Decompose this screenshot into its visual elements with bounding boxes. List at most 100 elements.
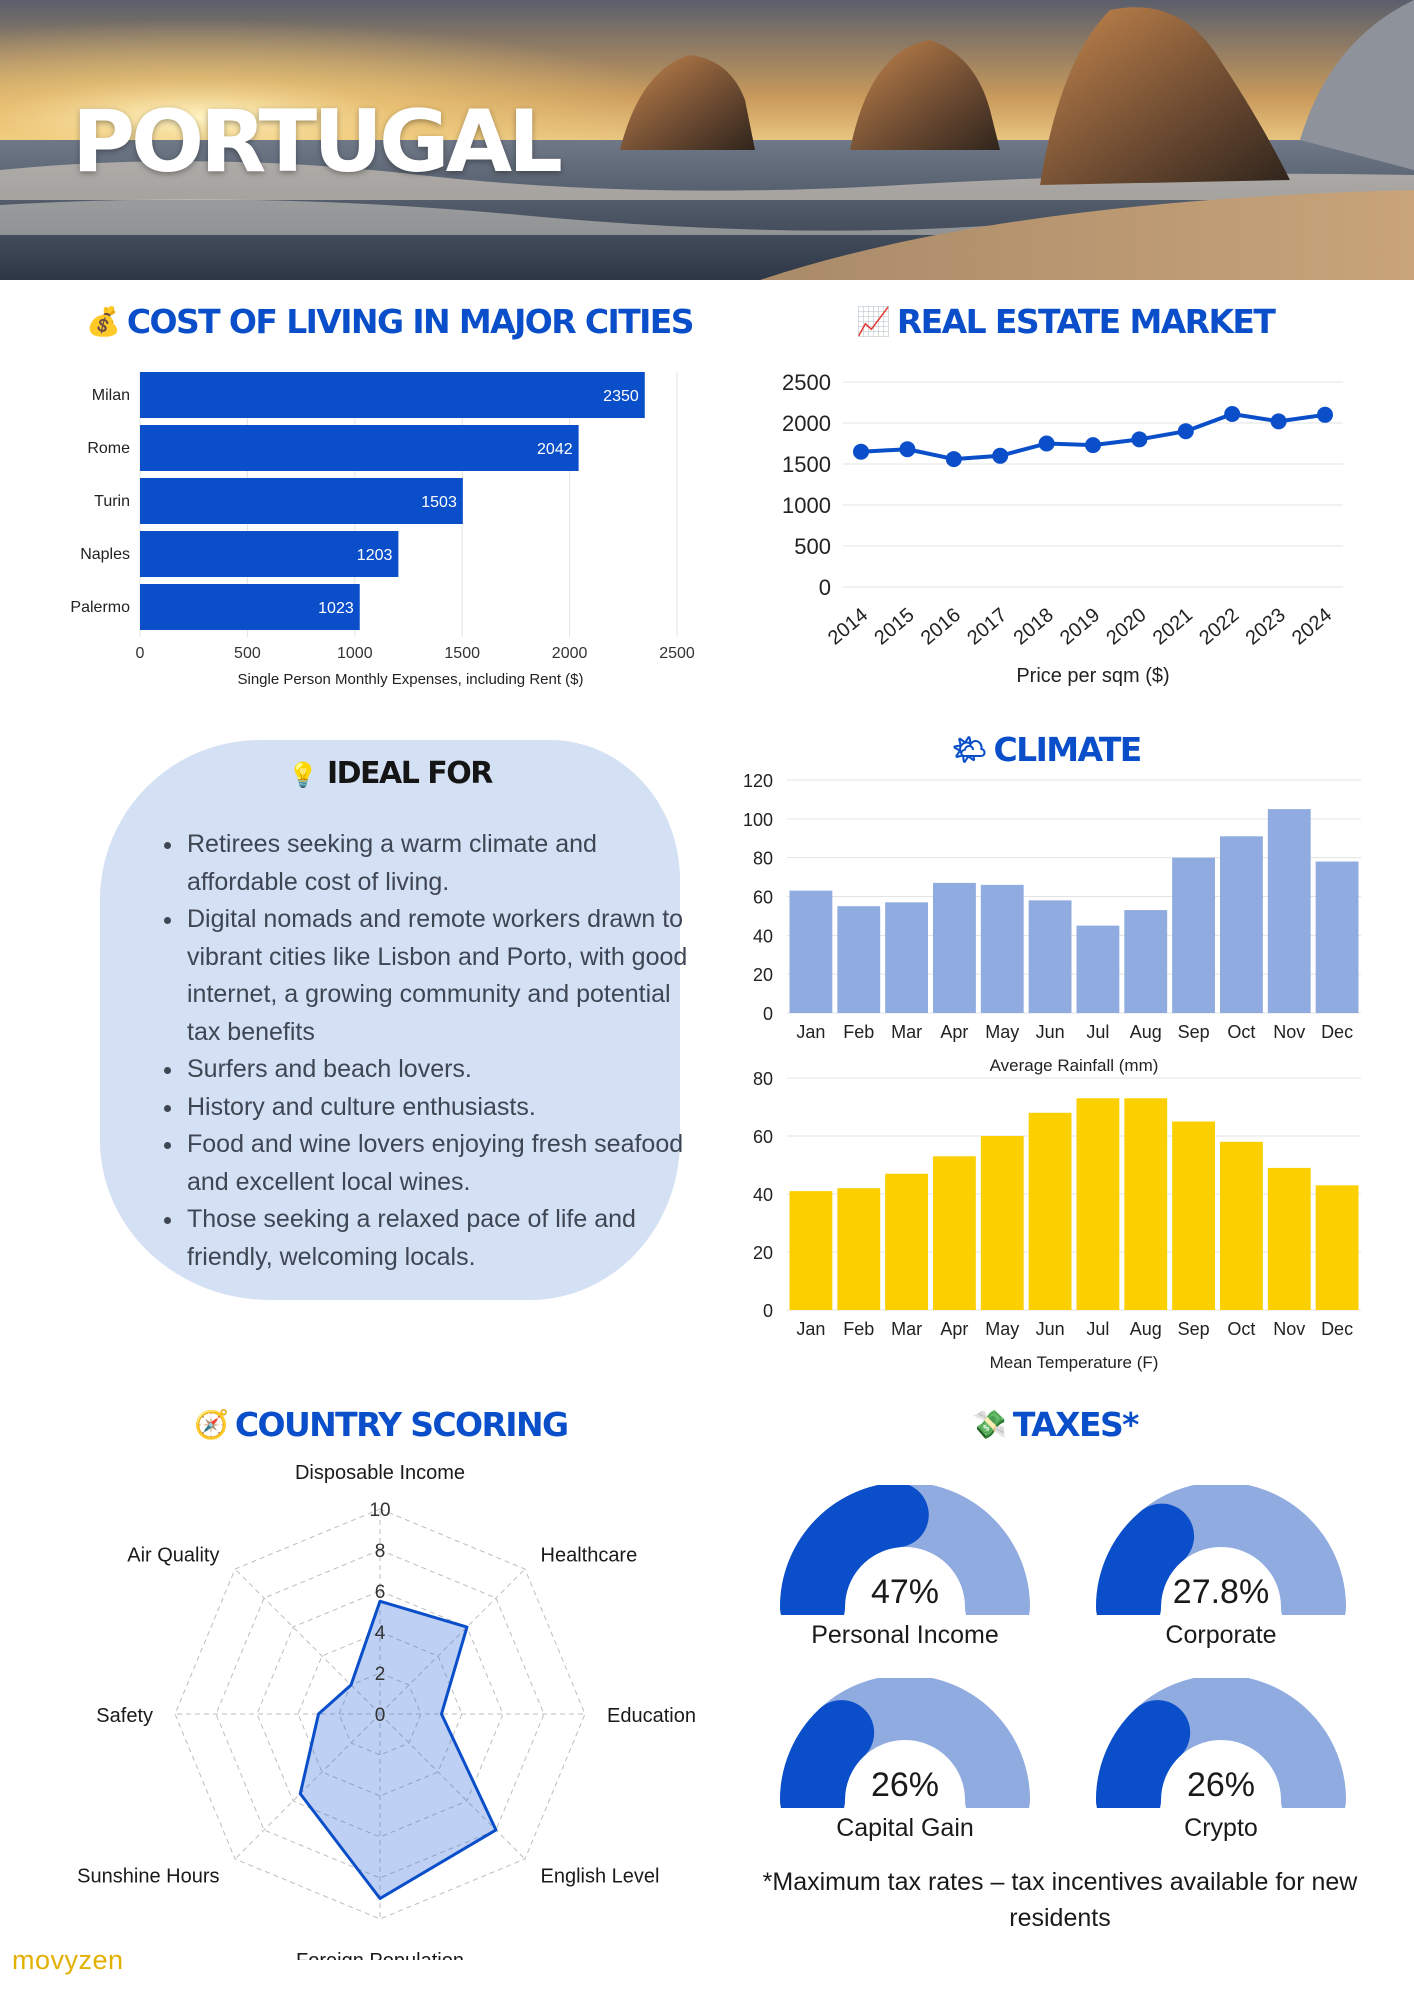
bar bbox=[1267, 809, 1311, 1013]
gauge-label: Crypto bbox=[1184, 1814, 1258, 1842]
y-tick-label: 0 bbox=[763, 1301, 773, 1321]
x-tick-label: Aug bbox=[1130, 1319, 1162, 1339]
x-tick-label: Oct bbox=[1227, 1319, 1255, 1339]
gauge-label: Capital Gain bbox=[836, 1814, 974, 1842]
x-tick-label: 2014 bbox=[824, 604, 872, 649]
brand-logo: movyzen bbox=[12, 1945, 124, 1975]
x-tick-label: 2019 bbox=[1056, 604, 1104, 649]
gauge-value: 26% bbox=[870, 1766, 940, 1804]
x-tick-label: 2021 bbox=[1149, 604, 1197, 649]
bar bbox=[1172, 1121, 1215, 1310]
x-tick-label: 0 bbox=[136, 645, 145, 662]
y-tick-label: 60 bbox=[753, 1127, 773, 1147]
x-tick-label: 2017 bbox=[963, 604, 1011, 649]
bar bbox=[789, 1191, 833, 1310]
bar bbox=[140, 531, 399, 577]
radar-series-area bbox=[298, 1599, 498, 1900]
bar bbox=[933, 1156, 976, 1310]
country-scoring-title-text: COUNTRY SCORING bbox=[234, 1405, 569, 1444]
x-axis-label: Price per sqm ($) bbox=[1016, 665, 1169, 687]
tax-footnote: *Maximum tax rates – tax incentives avai… bbox=[762, 1868, 1358, 1932]
x-tick-label: May bbox=[985, 1319, 1019, 1339]
taxes-title: 💸 TAXES* bbox=[972, 1405, 1139, 1444]
radar-grid-ring bbox=[174, 1508, 586, 1920]
category-label: Naples bbox=[80, 546, 130, 563]
bar bbox=[1124, 1098, 1168, 1310]
y-tick-label: 120 bbox=[743, 771, 773, 791]
x-tick-label: May bbox=[985, 1022, 1019, 1042]
x-tick-label: Dec bbox=[1321, 1319, 1353, 1339]
y-tick-label: 40 bbox=[753, 926, 773, 946]
y-tick-label: 20 bbox=[753, 965, 773, 985]
gauge-value: 27.8% bbox=[1172, 1573, 1270, 1611]
bar bbox=[1220, 1141, 1263, 1310]
data-point bbox=[899, 441, 916, 458]
data-point bbox=[1270, 413, 1287, 430]
bar bbox=[980, 884, 1024, 1013]
radar-spoke bbox=[234, 1568, 381, 1715]
x-tick-label: Jun bbox=[1036, 1319, 1065, 1339]
bar bbox=[140, 372, 645, 418]
radar-axis-label: Sunshine Hours bbox=[77, 1866, 219, 1888]
x-tick-label: Jan bbox=[796, 1022, 825, 1042]
y-tick-label: 80 bbox=[753, 849, 773, 869]
list-item: Digital nomads and remote workers drawn … bbox=[185, 901, 695, 1051]
x-tick-label: Sep bbox=[1178, 1319, 1210, 1339]
chart-increasing-icon: 📈 bbox=[856, 305, 891, 338]
x-tick-label: Jul bbox=[1086, 1022, 1109, 1042]
compass-icon: 🧭 bbox=[194, 1408, 229, 1441]
bar bbox=[837, 906, 881, 1013]
data-point bbox=[992, 447, 1009, 464]
bar bbox=[1028, 1112, 1072, 1310]
x-tick-label: Apr bbox=[940, 1319, 968, 1339]
radar-axis-label: Disposable Income bbox=[295, 1462, 465, 1484]
real-estate-chart: 0 500 1000 1500 2000 2500 20142015201620172018… bbox=[782, 370, 1343, 687]
bar bbox=[1220, 836, 1263, 1013]
x-tick-label: Apr bbox=[940, 1022, 968, 1042]
radial-tick-label: 6 bbox=[375, 1582, 386, 1603]
bar-value-label: 2350 bbox=[603, 388, 639, 405]
tax-gauge-corporate: 27.8% Corporate bbox=[1096, 1485, 1346, 1695]
data-point bbox=[945, 451, 962, 468]
bar bbox=[1267, 1167, 1311, 1310]
country-scoring-radar: 0 2 4 6 8 10 Disposable Income Healthcare Educat… bbox=[77, 1462, 696, 1960]
y-tick-label: 80 bbox=[753, 1070, 773, 1089]
tax-gauge-personal-income: 47% Personal Income bbox=[780, 1485, 1030, 1695]
data-point bbox=[853, 443, 869, 460]
hero-banner: PORTUGAL bbox=[0, 0, 1414, 280]
x-axis-label: Mean Temperature (F) bbox=[990, 1353, 1159, 1372]
bar-value-label: 2042 bbox=[537, 441, 573, 458]
x-tick-label: Mar bbox=[891, 1022, 922, 1042]
data-point bbox=[1131, 431, 1148, 448]
bar bbox=[1315, 861, 1359, 1013]
category-label: Palermo bbox=[70, 599, 130, 616]
data-point bbox=[1317, 406, 1333, 423]
x-tick-label: Mar bbox=[891, 1319, 922, 1339]
bar bbox=[837, 1188, 881, 1310]
x-tick-label: Dec bbox=[1321, 1022, 1353, 1042]
ideal-for-title: 💡 IDEAL FOR bbox=[100, 756, 680, 791]
bar bbox=[140, 478, 463, 524]
bar bbox=[1076, 1098, 1120, 1310]
beach-landscape-image bbox=[0, 0, 1414, 280]
x-tick-label: Jun bbox=[1036, 1022, 1065, 1042]
x-tick-label: Jan bbox=[796, 1319, 825, 1339]
x-tick-label: Jul bbox=[1086, 1319, 1109, 1339]
radial-tick-label: 8 bbox=[375, 1541, 386, 1562]
y-tick-label: 100 bbox=[743, 810, 773, 830]
bar bbox=[933, 882, 976, 1013]
gauge-arc bbox=[780, 1485, 1030, 1615]
data-point bbox=[1224, 405, 1241, 422]
cost-of-living-chart: 0 500 1000 1500 2000 2500 2350 Milan 2042 Rome 150… bbox=[70, 372, 695, 688]
money-with-wings-icon: 💸 bbox=[972, 1408, 1007, 1441]
cost-of-living-title-text: COST OF LIVING IN MAJOR CITIES bbox=[126, 302, 695, 341]
gauge-label: Corporate bbox=[1165, 1621, 1277, 1649]
bar bbox=[885, 902, 928, 1013]
radial-tick-label: 10 bbox=[369, 1500, 390, 1521]
x-tick-label: 500 bbox=[234, 645, 261, 662]
temperature-chart: 0 20 40 60 80 Jan Feb Mar Apr May Jun Jul Aug Sep Oct N… bbox=[753, 1070, 1361, 1372]
cost-of-living-title: 💰 COST OF LIVING IN MAJOR CITIES bbox=[86, 302, 695, 341]
money-bag-icon: 💰 bbox=[86, 305, 121, 338]
gauge-arc bbox=[1096, 1485, 1346, 1615]
rainfall-chart: 0 20 40 60 80 100 120 Jan Feb Mar Apr May Jun Jul Aug S… bbox=[743, 771, 1361, 1075]
